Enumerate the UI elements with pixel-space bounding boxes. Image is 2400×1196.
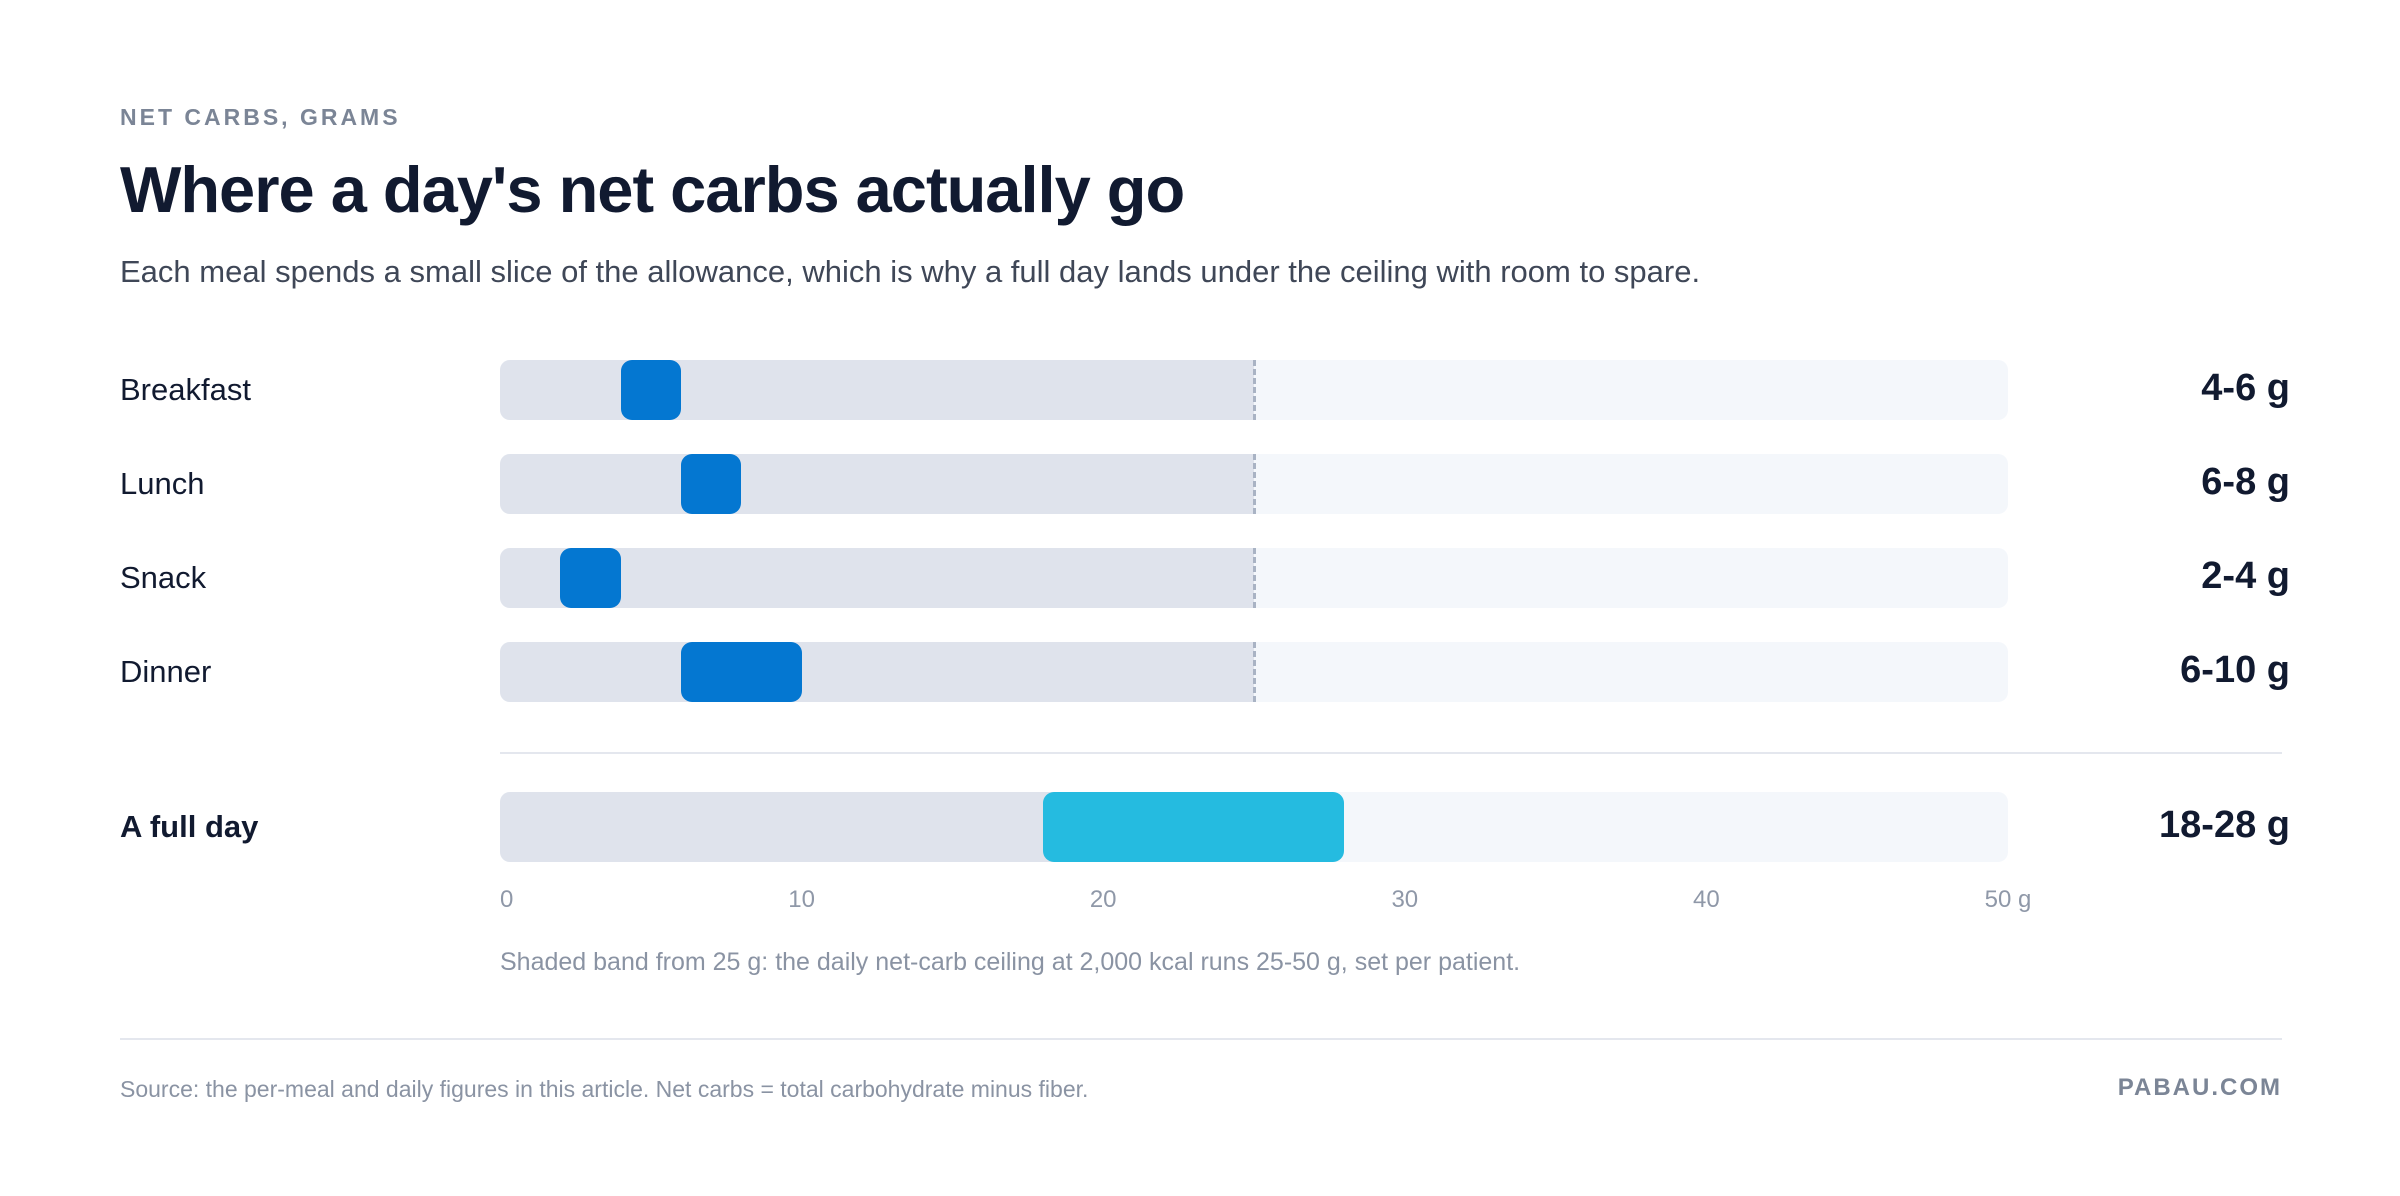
track-breakfast	[500, 360, 2008, 420]
track-snack	[500, 548, 2008, 608]
value-label-snack: 2-4 g	[2201, 555, 2290, 597]
total-divider	[500, 752, 2282, 754]
row-label-lunch: Lunch	[120, 466, 205, 501]
ceiling-marker	[1253, 454, 1256, 514]
range-bar-lunch	[680, 454, 742, 514]
range-bar-breakfast	[620, 360, 681, 420]
source-note: Source: the per-meal and daily figures i…	[120, 1076, 1089, 1102]
value-label-a-full-day: 18-28 g	[2159, 804, 2290, 846]
range-bar-dinner	[680, 642, 802, 702]
x-tick-label: 20	[1089, 886, 1117, 913]
row-label-a-full-day: A full day	[120, 809, 259, 844]
ceiling-marker	[1253, 642, 1256, 702]
value-label-breakfast: 4-6 g	[2201, 367, 2290, 409]
value-label-lunch: 6-8 g	[2201, 461, 2290, 503]
ceiling-marker	[1253, 548, 1256, 608]
range-bar-a-full-day	[1042, 792, 1345, 862]
chart-title: Where a day's net carbs actually go	[120, 153, 1185, 226]
row-label-snack: Snack	[120, 560, 207, 595]
footer-divider	[120, 1038, 2282, 1040]
row-label-breakfast: Breakfast	[120, 372, 251, 407]
track-lunch	[500, 454, 2008, 514]
below-ceiling-area	[500, 454, 1254, 514]
row-label-dinner: Dinner	[120, 654, 212, 689]
x-tick-label: 30	[1391, 886, 1419, 913]
ceiling-marker	[1253, 360, 1256, 420]
chart-subtitle: Each meal spends a small slice of the al…	[120, 254, 1701, 289]
below-ceiling-area	[500, 360, 1254, 420]
x-tick-label: 50 g	[1984, 886, 2032, 913]
chart-eyebrow: NET CARBS, GRAMS	[120, 104, 401, 130]
ceiling-note: Shaded band from 25 g: the daily net-car…	[500, 948, 1521, 976]
x-tick-label: 10	[788, 886, 815, 913]
x-tick-label: 40	[1693, 886, 1720, 913]
x-tick-label: 0	[500, 886, 514, 913]
below-ceiling-area	[500, 548, 1254, 608]
brand-logo-text: PABAU.COM	[2117, 1074, 2282, 1101]
below-ceiling-area	[500, 642, 1254, 702]
range-bar-snack	[560, 548, 621, 608]
value-label-dinner: 6-10 g	[2180, 649, 2290, 691]
